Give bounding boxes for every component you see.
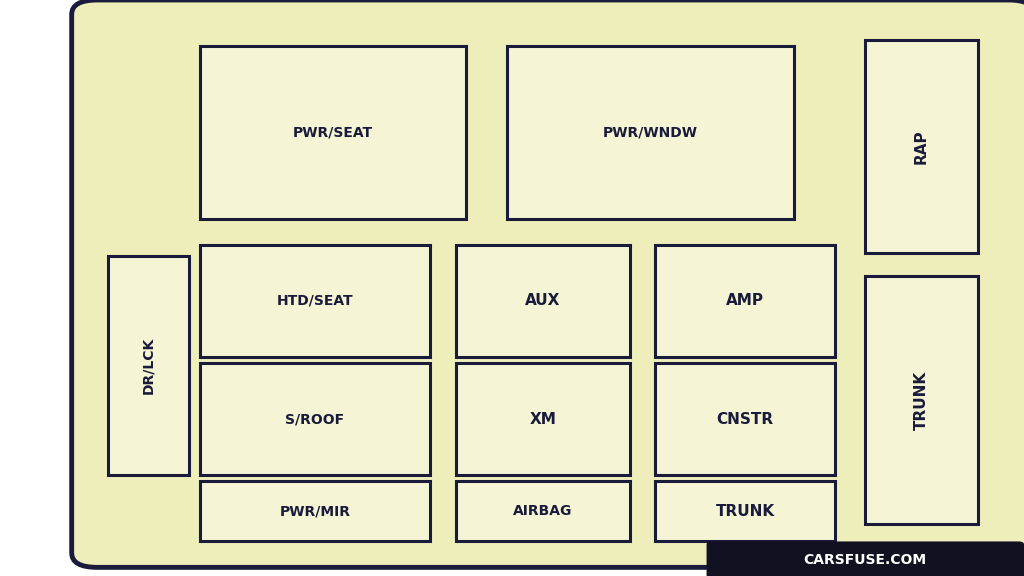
Text: XM: XM (529, 411, 556, 427)
Bar (456, 245, 630, 357)
Text: AIRBAG: AIRBAG (513, 504, 572, 518)
Text: S/ROOF: S/ROOF (286, 412, 344, 426)
Bar (655, 245, 835, 357)
FancyBboxPatch shape (72, 0, 1024, 567)
Bar (456, 481, 630, 541)
Bar (456, 363, 630, 475)
Text: HTD/SEAT: HTD/SEAT (276, 294, 353, 308)
Bar (200, 481, 430, 541)
Text: CARSFUSE.COM: CARSFUSE.COM (804, 553, 927, 567)
Bar (507, 46, 794, 219)
Bar (655, 481, 835, 541)
Text: PWR/SEAT: PWR/SEAT (293, 126, 373, 139)
Text: TRUNK: TRUNK (914, 371, 929, 430)
Bar (108, 256, 189, 475)
Text: AMP: AMP (726, 293, 764, 309)
Bar (200, 363, 430, 475)
Text: DR/LCK: DR/LCK (141, 337, 156, 395)
Text: CNSTR: CNSTR (717, 411, 773, 427)
Text: PWR/MIR: PWR/MIR (280, 504, 350, 518)
Text: TRUNK: TRUNK (716, 503, 774, 519)
Bar (655, 363, 835, 475)
Text: PWR/WNDW: PWR/WNDW (603, 126, 697, 139)
Bar (865, 40, 978, 253)
Bar (200, 46, 466, 219)
Text: RAP: RAP (914, 130, 929, 164)
Bar (865, 276, 978, 524)
FancyBboxPatch shape (707, 541, 1024, 576)
Text: AUX: AUX (525, 293, 560, 309)
Bar (200, 245, 430, 357)
